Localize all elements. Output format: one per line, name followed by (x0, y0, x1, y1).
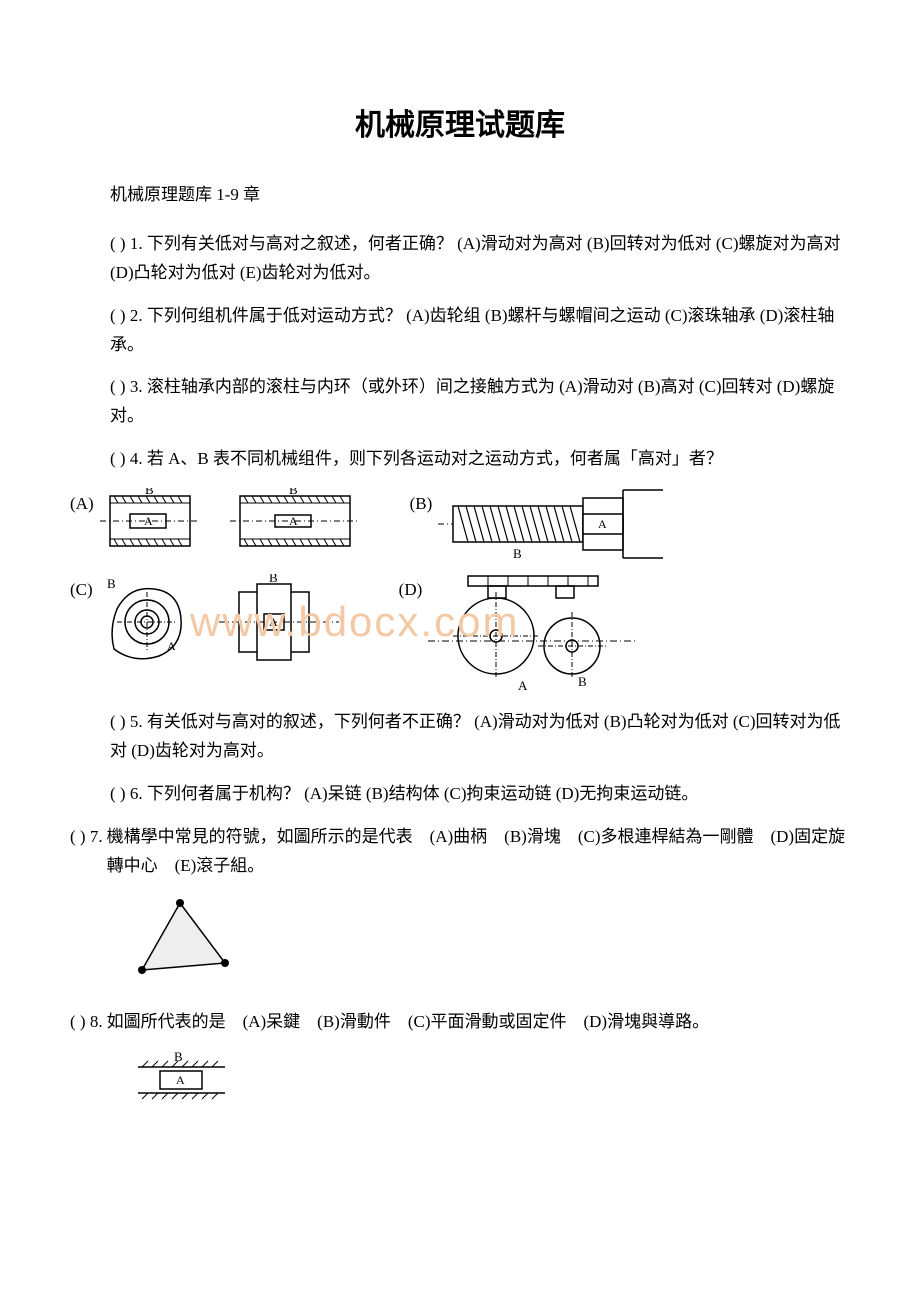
question-2: ( ) 2. 下列何组机件属于低对运动方式？ (A)齿轮组 (B)螺杆与螺帽间之… (110, 302, 850, 360)
figure-row-2: www.bdocx.com (C) B A A B (70, 574, 850, 694)
figure-row-1: (A) A B (70, 488, 850, 568)
question-4: ( ) 4. 若 A、B 表不同机械组件，则下列各运动对之运动方式，何者属「高对… (110, 445, 850, 474)
question-8-number: ( ) 8. (70, 1008, 103, 1037)
question-6: ( ) 6. 下列何者属于机构？ (A)呆链 (B)结构体 (C)拘束运动链 (… (110, 780, 850, 809)
svg-text:B: B (107, 576, 116, 591)
svg-text:B: B (269, 574, 278, 585)
chapter-subtitle: 机械原理题库 1-9 章 (110, 181, 850, 210)
svg-text:B: B (289, 488, 298, 497)
figure-q8: B A (130, 1051, 850, 1121)
figure-q7 (130, 895, 850, 995)
svg-text:B: B (174, 1051, 183, 1064)
question-7-text: 機構學中常見的符號，如圖所示的是代表 (A)曲柄 (B)滑塊 (C)多根連桿結為… (107, 823, 850, 881)
svg-text:B: B (578, 674, 587, 689)
figure-label-d: (D) (399, 576, 423, 605)
figure-label-c: (C) (70, 576, 93, 605)
question-7: ( ) 7. 機構學中常見的符號，如圖所示的是代表 (A)曲柄 (B)滑塊 (C… (70, 823, 850, 881)
svg-text:A: A (518, 678, 528, 693)
svg-text:A: A (176, 1073, 185, 1087)
page-title: 机械原理试题库 (70, 100, 850, 151)
figure-d-svg: A B (428, 574, 648, 694)
svg-text:B: B (145, 488, 154, 497)
question-8: ( ) 8. 如圖所代表的是 (A)呆鍵 (B)滑動件 (C)平面滑動或固定件 … (70, 1008, 850, 1037)
question-3: ( ) 3. 滚柱轴承内部的滚柱与内环（或外环）间之接触方式为 (A)滑动对 (… (110, 373, 850, 431)
figure-b-svg: A B (438, 488, 668, 568)
svg-text:A: A (598, 517, 607, 531)
question-8-text: 如圖所代表的是 (A)呆鍵 (B)滑動件 (C)平面滑動或固定件 (D)滑塊與導… (107, 1008, 850, 1037)
figure-label-b: (B) (410, 490, 433, 519)
figure-c-svg: B A A B (99, 574, 359, 674)
svg-text:B: B (513, 546, 522, 561)
figure-label-a: (A) (70, 490, 94, 519)
question-7-number: ( ) 7. (70, 823, 103, 852)
question-1: ( ) 1. 下列有关低对与高对之叙述，何者正确？ (A)滑动对为高对 (B)回… (110, 230, 850, 288)
svg-text:A: A (167, 639, 176, 653)
question-5: ( ) 5. 有关低对与高对的叙述，下列何者不正确？ (A)滑动对为低对 (B)… (110, 708, 850, 766)
figure-a-svg: A B A B (100, 488, 360, 558)
